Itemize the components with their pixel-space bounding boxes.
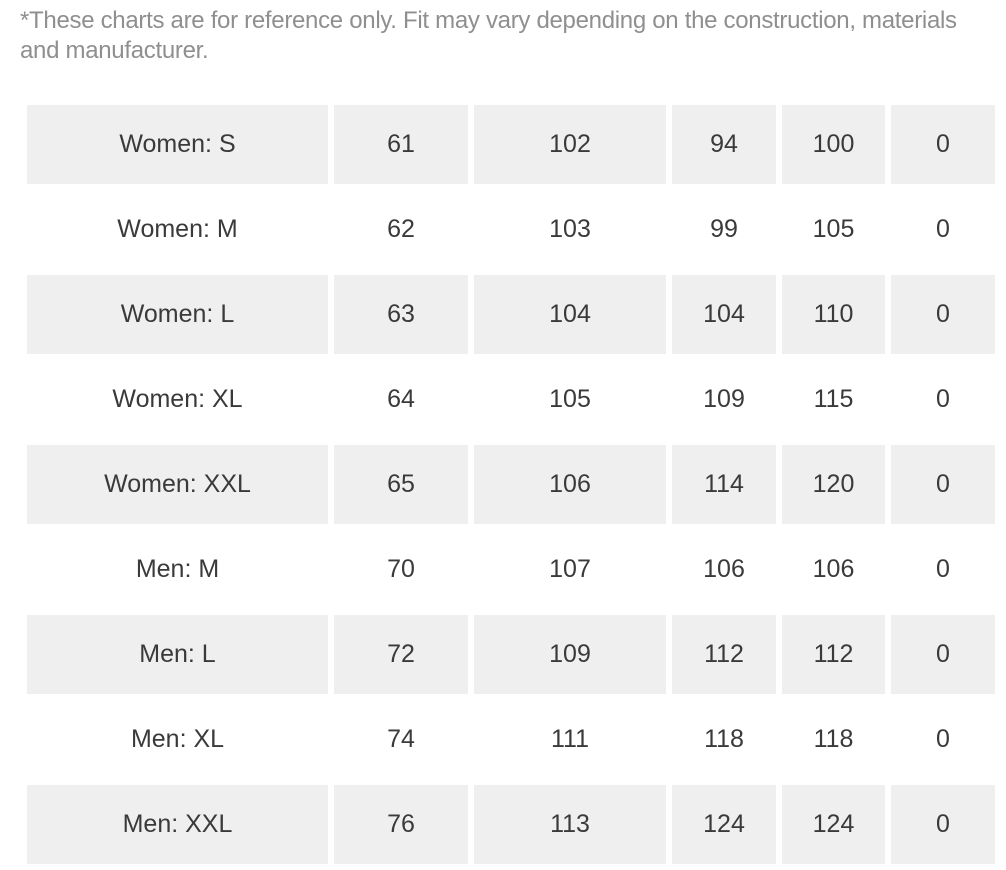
size-label-cell: Men: M (135, 555, 220, 583)
table-row: Men: XL 74 111 118 118 0 (27, 700, 995, 779)
measurement-cell: 124 (672, 785, 776, 864)
table-row: Men: XXL 76 113 124 124 0 (27, 785, 995, 864)
table-row: Women: S 61 102 94 100 0 (27, 105, 995, 184)
measurement-cell: 102 (474, 105, 666, 184)
size-label-cell: Men: L (27, 615, 328, 694)
measurement-cell: 109 (703, 385, 745, 413)
size-label-cell: Women: L (27, 275, 328, 354)
table-row: Men: L 72 109 112 112 0 (27, 615, 995, 694)
size-label-cell: Women: XL (112, 385, 243, 413)
measurement-cell: 70 (387, 555, 415, 583)
measurement-cell: 0 (936, 555, 950, 583)
measurement-cell: 74 (387, 725, 415, 753)
measurement-cell: 111 (550, 725, 589, 753)
measurement-cell: 64 (387, 385, 415, 413)
size-label-cell: Men: XXL (27, 785, 328, 864)
measurement-cell: 0 (891, 105, 995, 184)
measurement-cell: 0 (891, 785, 995, 864)
measurement-cell: 0 (936, 725, 950, 753)
size-label-cell: Men: XL (130, 725, 225, 753)
measurement-cell: 99 (710, 215, 738, 243)
measurement-cell: 112 (672, 615, 776, 694)
measurement-cell: 94 (672, 105, 776, 184)
table-row: Women: M 62 103 99 105 0 (27, 190, 995, 269)
measurement-cell: 110 (782, 275, 885, 354)
measurement-cell: 114 (672, 445, 776, 524)
measurement-cell: 103 (549, 215, 591, 243)
measurement-cell: 118 (704, 725, 744, 753)
measurement-cell: 72 (334, 615, 468, 694)
measurement-cell: 118 (813, 725, 854, 753)
size-chart-body: Women: S 61 102 94 100 0 Women: M 62 103 99 105 0 Wo… (27, 105, 995, 864)
measurement-cell: 106 (812, 555, 855, 583)
measurement-cell: 61 (334, 105, 468, 184)
measurement-cell: 104 (672, 275, 776, 354)
measurement-cell: 105 (812, 215, 855, 243)
measurement-cell: 109 (474, 615, 666, 694)
measurement-cell: 63 (334, 275, 468, 354)
measurement-cell: 0 (891, 445, 995, 524)
measurement-cell: 65 (334, 445, 468, 524)
measurement-cell: 105 (549, 385, 591, 413)
measurement-cell: 100 (782, 105, 885, 184)
size-chart-table: Women: S 61 102 94 100 0 Women: M 62 103 99 105 0 Wo… (21, 99, 1001, 870)
reference-note: *These charts are for reference only. Fi… (20, 7, 957, 64)
measurement-cell: 107 (549, 555, 591, 583)
measurement-cell: 76 (334, 785, 468, 864)
size-label-cell: Women: M (117, 215, 238, 243)
measurement-cell: 0 (936, 385, 950, 413)
table-row: Women: L 63 104 104 110 0 (27, 275, 995, 354)
measurement-cell: 106 (703, 555, 745, 583)
measurement-cell: 112 (782, 615, 885, 694)
measurement-cell: 62 (387, 215, 415, 243)
measurement-cell: 120 (782, 445, 885, 524)
size-label-cell: Women: S (27, 105, 328, 184)
measurement-cell: 113 (474, 785, 666, 864)
measurement-cell: 106 (474, 445, 666, 524)
measurement-cell: 0 (891, 275, 995, 354)
measurement-cell: 104 (474, 275, 666, 354)
measurement-cell: 0 (891, 615, 995, 694)
size-label-cell: Women: XXL (27, 445, 328, 524)
measurement-cell: 0 (936, 215, 950, 243)
measurement-cell: 124 (782, 785, 885, 864)
table-row: Women: XL 64 105 109 115 0 (27, 360, 995, 439)
table-row: Women: XXL 65 106 114 120 0 (27, 445, 995, 524)
table-row: Men: M 70 107 106 106 0 (27, 530, 995, 609)
measurement-cell: 115 (813, 385, 854, 413)
